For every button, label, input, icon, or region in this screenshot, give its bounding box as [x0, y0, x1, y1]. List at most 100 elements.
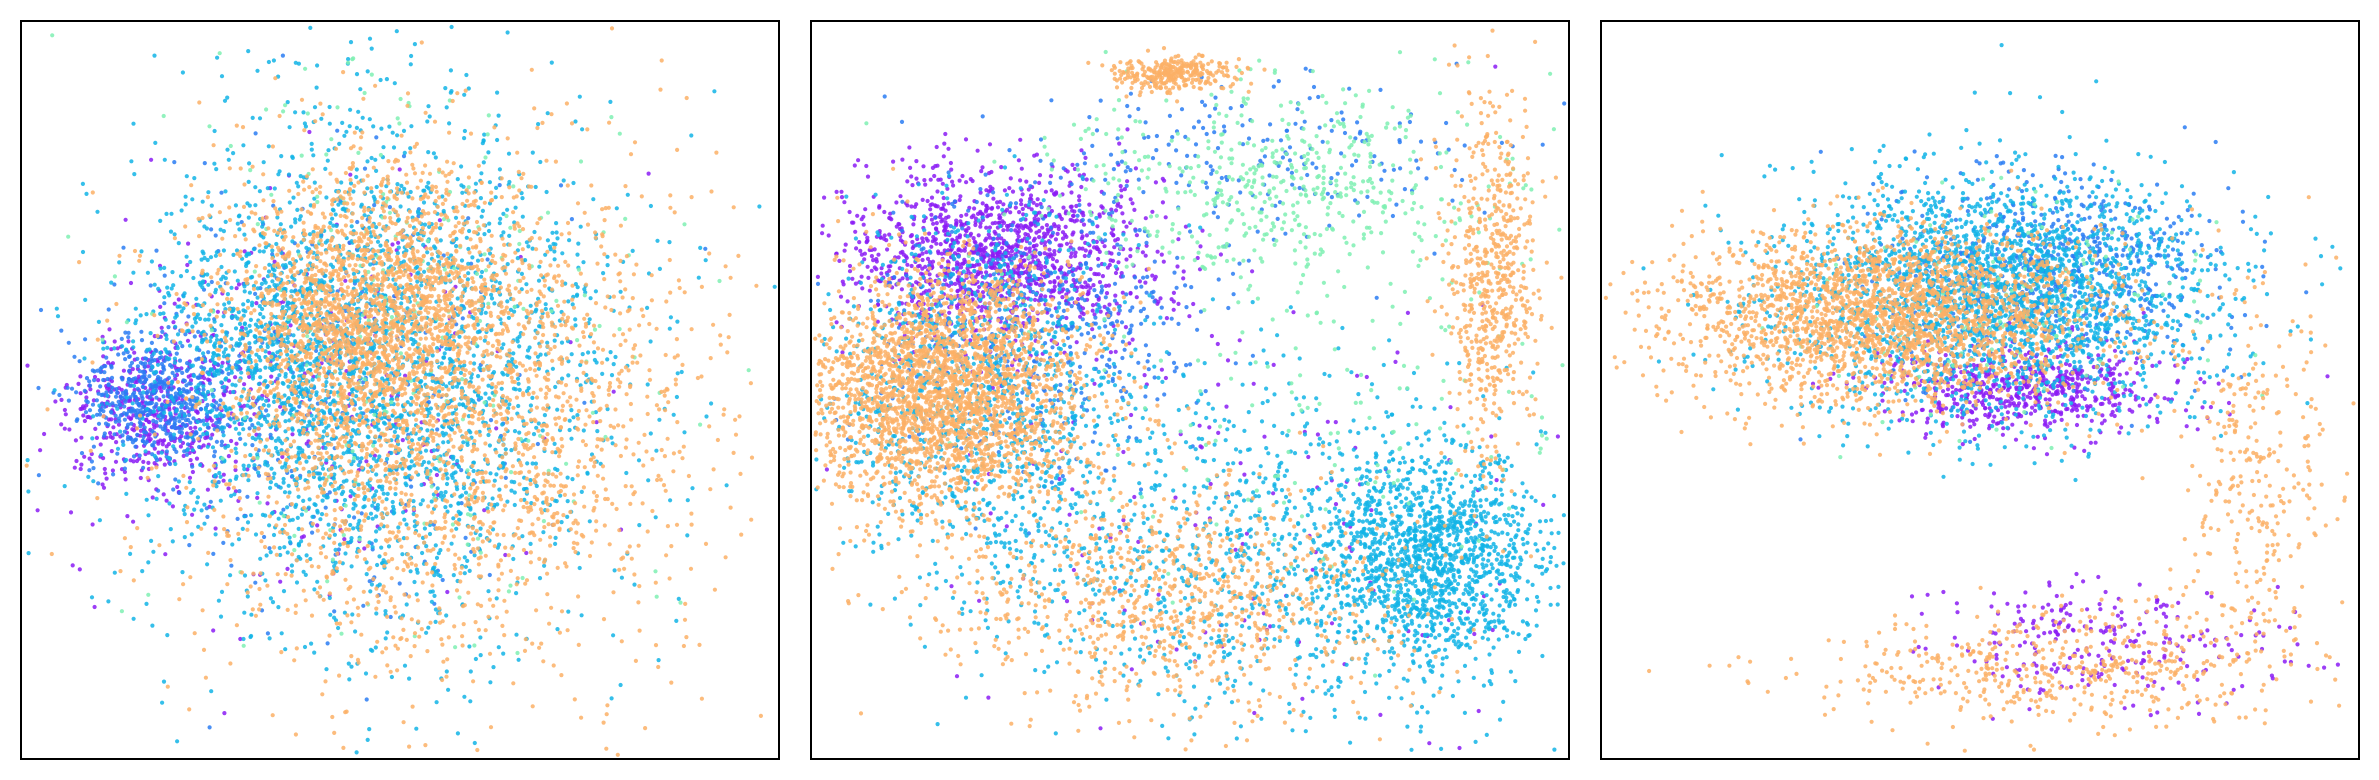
- data-point: [369, 72, 374, 77]
- data-point: [228, 417, 233, 422]
- data-point: [281, 589, 287, 594]
- data-point: [401, 128, 407, 133]
- data-point: [475, 330, 480, 335]
- data-point: [144, 312, 149, 317]
- data-point: [185, 262, 190, 268]
- data-point: [257, 355, 262, 360]
- data-point: [519, 287, 524, 292]
- data-point: [349, 387, 355, 392]
- data-point: [100, 482, 105, 487]
- data-point: [219, 277, 224, 282]
- data-point: [698, 245, 703, 250]
- data-point: [200, 280, 205, 285]
- data-point: [401, 536, 406, 541]
- data-point: [404, 248, 409, 253]
- data-point: [101, 409, 106, 414]
- data-point: [161, 394, 166, 399]
- data-point: [121, 368, 126, 373]
- data-point: [612, 568, 617, 573]
- data-point: [494, 426, 499, 431]
- data-point: [142, 370, 147, 375]
- data-point: [177, 358, 183, 363]
- data-point: [525, 348, 531, 353]
- data-point: [119, 609, 124, 614]
- data-point: [494, 472, 499, 477]
- data-point: [210, 432, 215, 437]
- data-point: [217, 470, 222, 476]
- data-point: [379, 126, 384, 131]
- data-point: [267, 350, 272, 355]
- data-point: [63, 412, 68, 417]
- data-point: [101, 377, 106, 383]
- data-point: [445, 589, 450, 595]
- data-point: [25, 363, 30, 368]
- data-point: [312, 105, 318, 110]
- data-point: [497, 487, 502, 492]
- data-point: [222, 384, 227, 389]
- data-point: [78, 374, 83, 379]
- data-point: [282, 545, 287, 550]
- data-point: [359, 511, 364, 516]
- data-point: [205, 487, 210, 492]
- data-point: [154, 384, 159, 389]
- data-point: [138, 408, 143, 413]
- data-point: [462, 128, 467, 134]
- data-point: [83, 337, 88, 342]
- data-point: [487, 443, 492, 448]
- data-point: [84, 376, 90, 381]
- data-point: [231, 389, 236, 395]
- data-point: [152, 405, 157, 410]
- data-point: [510, 357, 515, 362]
- data-point: [285, 352, 290, 357]
- data-point: [515, 256, 520, 261]
- data-point: [503, 552, 508, 558]
- data-point: [187, 412, 192, 418]
- data-point: [436, 412, 441, 417]
- data-point: [578, 159, 584, 164]
- data-point: [156, 406, 162, 411]
- data-point: [301, 569, 306, 574]
- data-point: [226, 378, 231, 383]
- data-point: [109, 365, 114, 370]
- data-point: [479, 303, 484, 308]
- data-point: [570, 302, 575, 307]
- data-point: [214, 353, 219, 358]
- data-point: [349, 239, 354, 244]
- data-point: [668, 315, 674, 320]
- data-point: [163, 403, 168, 409]
- data-point: [460, 190, 465, 195]
- data-point: [325, 579, 330, 584]
- data-point: [374, 135, 379, 140]
- data-point: [296, 184, 301, 189]
- data-point: [281, 513, 286, 519]
- data-point: [183, 423, 188, 429]
- data-point: [188, 259, 193, 265]
- data-point: [351, 189, 356, 194]
- data-point: [109, 410, 114, 415]
- data-point: [476, 205, 481, 210]
- data-point: [363, 671, 369, 676]
- data-point: [310, 377, 315, 382]
- data-point: [438, 238, 443, 243]
- data-point: [477, 308, 482, 313]
- data-point: [434, 569, 439, 575]
- data-point: [653, 569, 658, 574]
- data-point: [242, 415, 247, 421]
- data-point: [289, 563, 294, 568]
- data-point: [173, 324, 178, 329]
- data-point: [152, 409, 157, 414]
- data-point: [256, 470, 261, 475]
- data-point: [519, 271, 524, 276]
- data-point: [213, 532, 218, 537]
- data-point: [148, 394, 153, 400]
- data-point: [512, 309, 517, 314]
- data-point: [219, 439, 224, 444]
- data-point: [246, 478, 251, 483]
- data-point: [201, 384, 206, 389]
- data-point: [217, 344, 222, 349]
- data-point: [538, 352, 543, 357]
- data-point: [554, 230, 559, 235]
- data-point: [595, 429, 600, 434]
- data-point: [154, 395, 159, 400]
- data-point: [110, 435, 115, 440]
